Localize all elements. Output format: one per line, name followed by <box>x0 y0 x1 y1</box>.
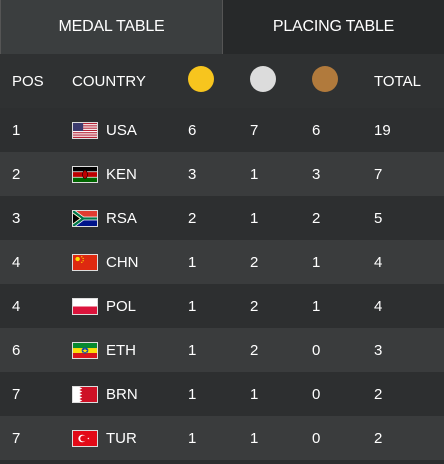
country-cell: RSA <box>60 209 175 227</box>
pos-cell: 2 <box>12 165 21 183</box>
table-row: 6 ETH 1 2 0 3 <box>0 328 444 372</box>
table-row: 4 CHN 1 2 1 4 <box>0 240 444 284</box>
country-cell: POL <box>60 297 175 315</box>
pos-cell: 1 <box>12 121 21 139</box>
pos-cell: 4 <box>12 253 21 271</box>
bronze-count: 2 <box>312 209 321 227</box>
pos-cell: 7 <box>12 429 21 447</box>
total-count: 2 <box>374 385 383 403</box>
total-count: 4 <box>374 253 383 271</box>
country-code: ETH <box>106 341 136 359</box>
gold-count: 1 <box>188 429 197 447</box>
bronze-count: 0 <box>312 385 321 403</box>
usa-flag-icon <box>72 121 98 139</box>
silver-medal-icon <box>250 66 276 92</box>
silver-count: 2 <box>250 341 259 359</box>
turkey-flag-icon <box>72 429 98 447</box>
gold-count: 1 <box>188 341 197 359</box>
gold-count: 3 <box>188 165 197 183</box>
table-row: 7 BRN 1 1 0 2 <box>0 372 444 416</box>
silver-count: 2 <box>250 297 259 315</box>
total-count: 2 <box>374 429 383 447</box>
total-count: 4 <box>374 297 383 315</box>
bronze-count: 3 <box>312 165 321 183</box>
pos-cell: 7 <box>12 385 21 403</box>
total-count: 3 <box>374 341 383 359</box>
country-code: TUR <box>106 429 137 447</box>
country-cell: ETH <box>60 341 175 359</box>
gold-count: 1 <box>188 297 197 315</box>
pos-cell: 4 <box>12 297 21 315</box>
header-country[interactable]: COUNTRY <box>72 72 146 90</box>
bronze-count: 0 <box>312 429 321 447</box>
ethiopia-flag-icon <box>72 341 98 359</box>
table-row: 2 KEN 3 1 3 7 <box>0 152 444 196</box>
country-cell: TUR <box>60 429 175 447</box>
country-code: BRN <box>106 385 138 403</box>
poland-flag-icon <box>72 297 98 315</box>
country-cell: BRN <box>60 385 175 403</box>
silver-count: 2 <box>250 253 259 271</box>
country-code: RSA <box>106 209 137 227</box>
silver-count: 1 <box>250 385 259 403</box>
kenya-flag-icon <box>72 165 98 183</box>
table-row: 3 RSA 2 1 2 5 <box>0 196 444 240</box>
header-total[interactable]: TOTAL <box>374 72 421 90</box>
country-code: CHN <box>106 253 139 271</box>
header-gold[interactable] <box>175 66 237 96</box>
bronze-count: 1 <box>312 253 321 271</box>
gold-count: 6 <box>188 121 197 139</box>
tab-bar: MEDAL TABLE PLACING TABLE <box>0 0 444 54</box>
pos-cell: 6 <box>12 341 21 359</box>
table-row: 4 POL 1 2 1 4 <box>0 284 444 328</box>
tab-medal-table[interactable]: MEDAL TABLE <box>0 0 223 54</box>
total-count: 5 <box>374 209 383 227</box>
header-bronze[interactable] <box>299 66 361 96</box>
gold-count: 1 <box>188 253 197 271</box>
south-africa-flag-icon <box>72 209 98 227</box>
bronze-count: 0 <box>312 341 321 359</box>
silver-count: 1 <box>250 429 259 447</box>
table-row: 7 TUR 1 1 0 2 <box>0 416 444 460</box>
country-cell: CHN <box>60 253 175 271</box>
gold-medal-icon <box>188 66 214 92</box>
country-code: POL <box>106 297 137 315</box>
country-code: KEN <box>106 165 137 183</box>
table-header: POS COUNTRY TOTAL <box>0 54 444 108</box>
table-row: 1 USA 6 7 6 19 <box>0 108 444 152</box>
total-count: 19 <box>374 121 391 139</box>
country-code: USA <box>106 121 137 139</box>
tab-placing-table[interactable]: PLACING TABLE <box>223 0 444 54</box>
silver-count: 1 <box>250 209 259 227</box>
gold-count: 2 <box>188 209 197 227</box>
pos-cell: 3 <box>12 209 21 227</box>
bronze-medal-icon <box>312 66 338 92</box>
gold-count: 1 <box>188 385 197 403</box>
country-cell: KEN <box>60 165 175 183</box>
total-count: 7 <box>374 165 383 183</box>
country-cell: USA <box>60 121 175 139</box>
header-pos[interactable]: POS <box>12 72 44 90</box>
silver-count: 1 <box>250 165 259 183</box>
header-silver[interactable] <box>237 66 299 96</box>
bronze-count: 1 <box>312 297 321 315</box>
china-flag-icon <box>72 253 98 271</box>
bronze-count: 6 <box>312 121 321 139</box>
bahrain-flag-icon <box>72 385 98 403</box>
silver-count: 7 <box>250 121 259 139</box>
